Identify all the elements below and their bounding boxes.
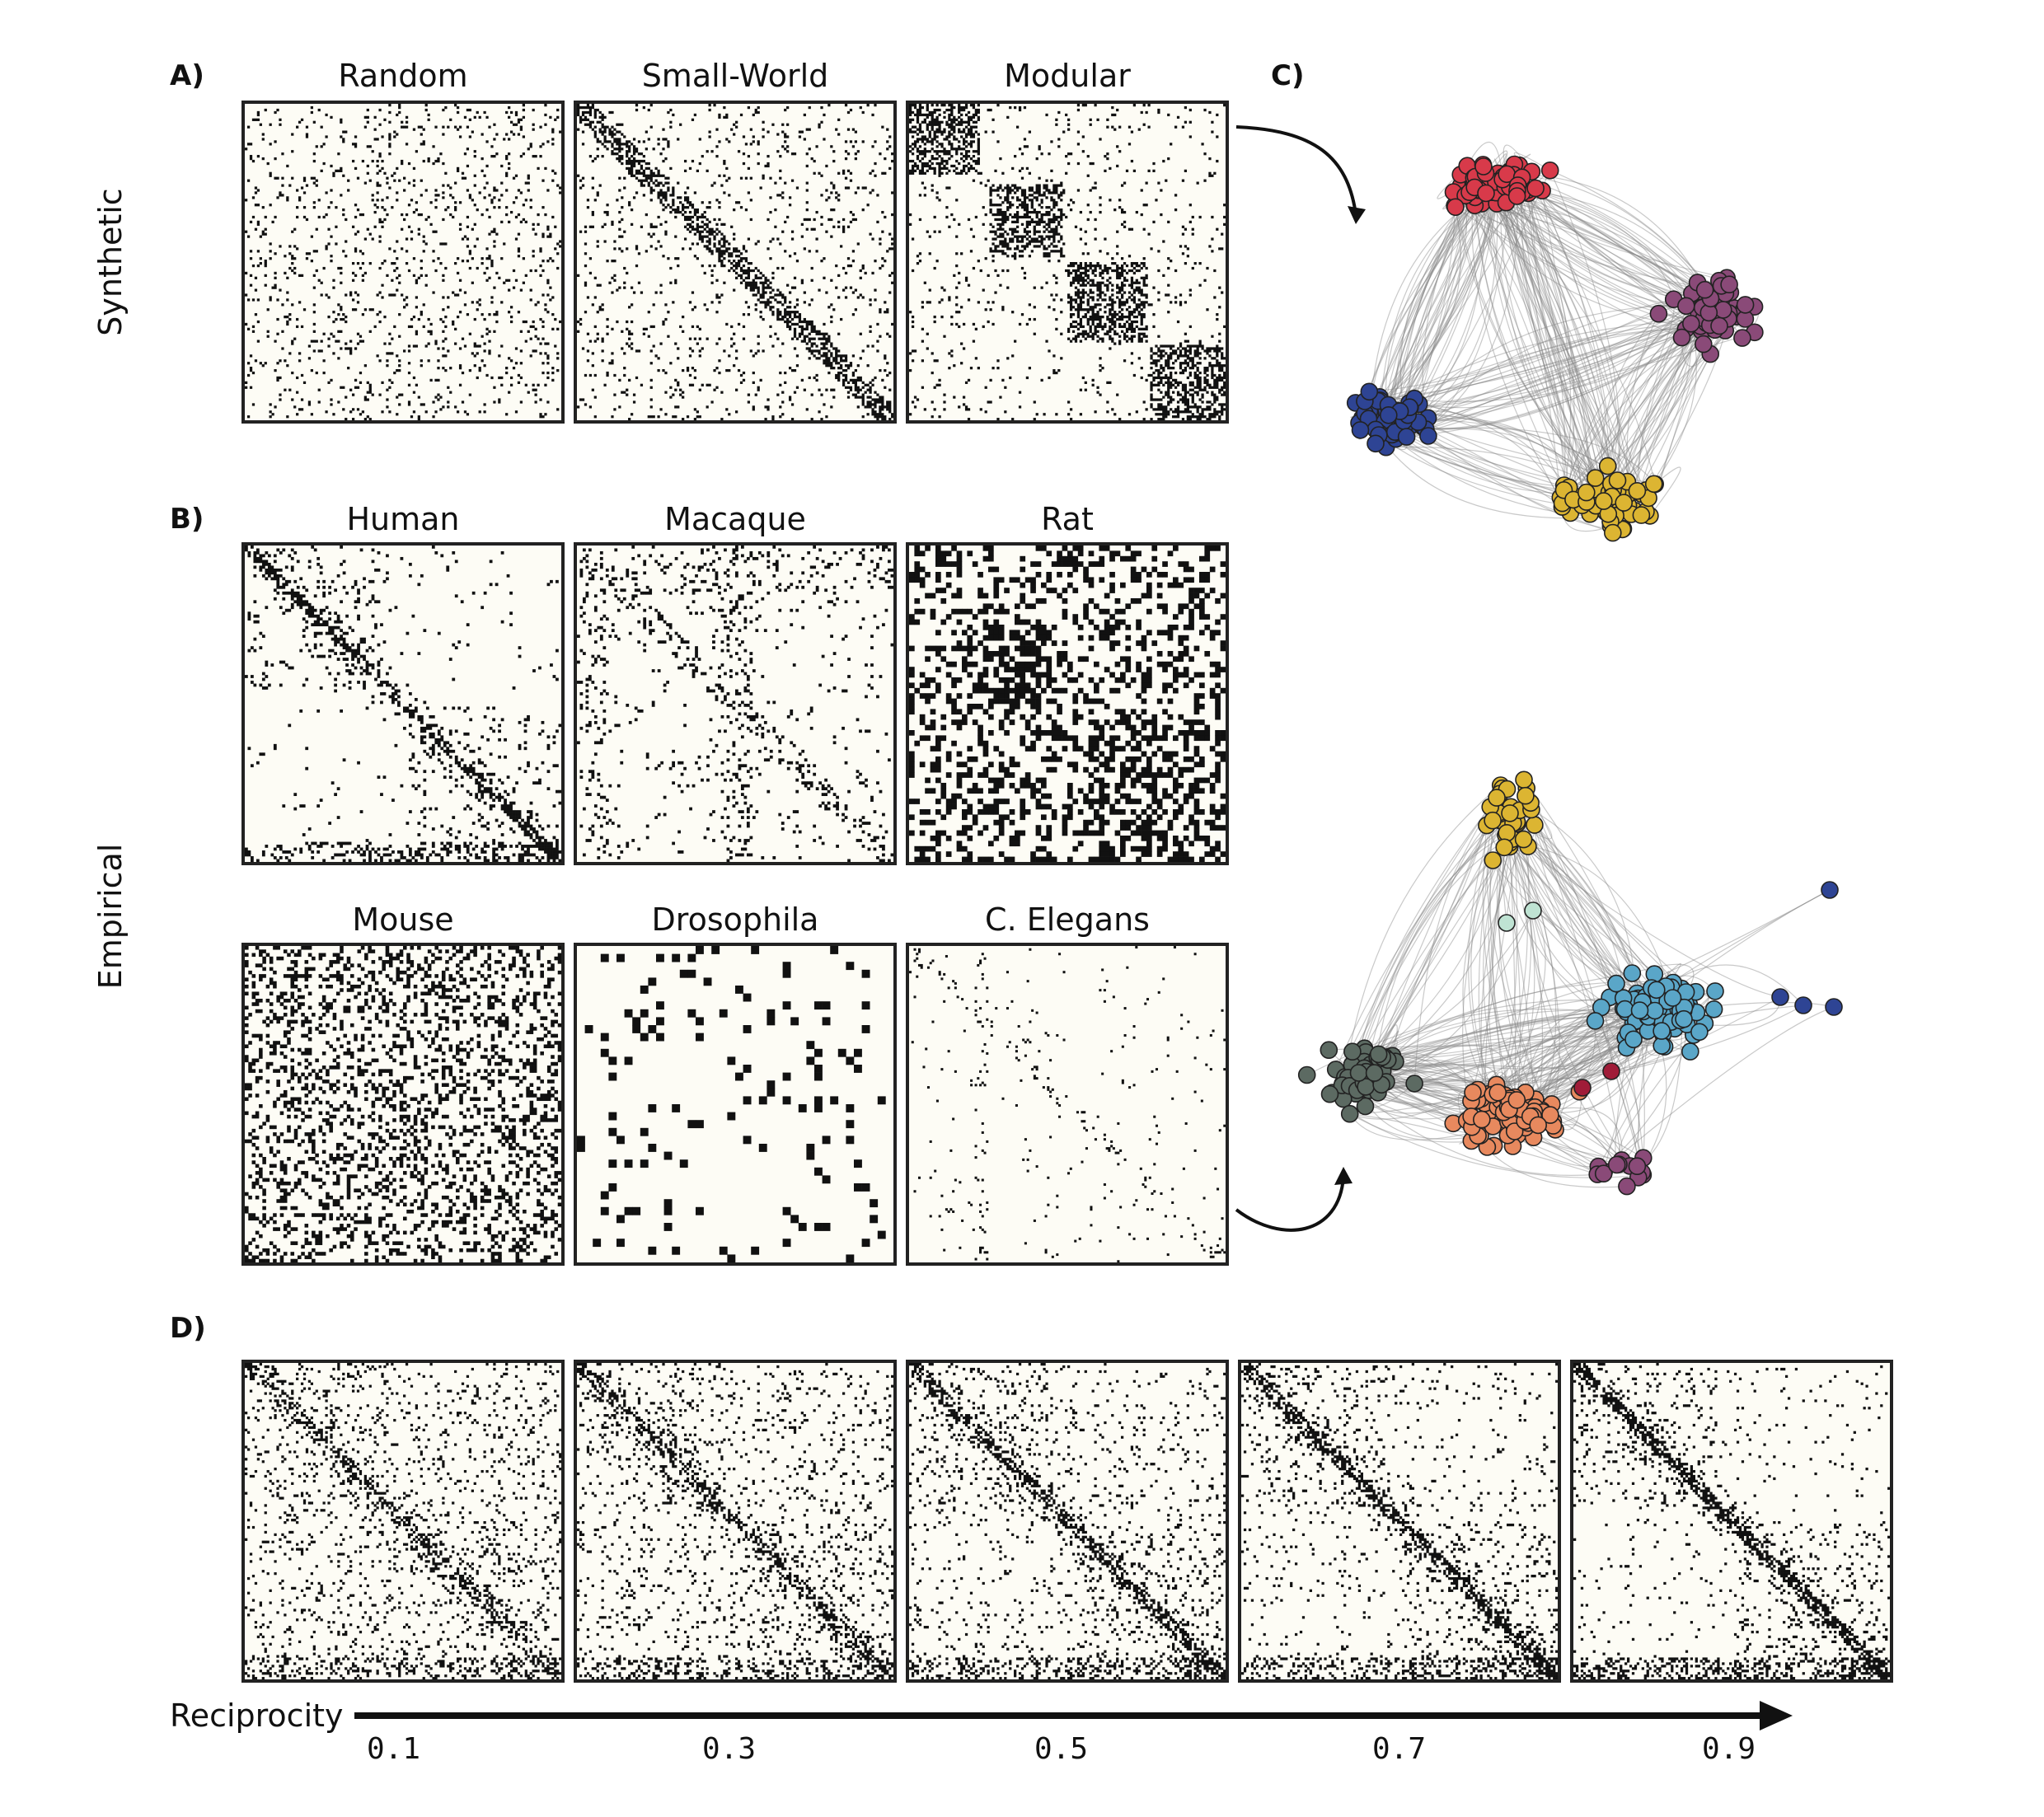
matrix-drosophila xyxy=(574,943,897,1266)
title-macaque: Macaque xyxy=(574,501,897,537)
panel-d-letter: D) xyxy=(170,1312,206,1345)
matrix-reciprocity-0-9-plot xyxy=(1573,1363,1890,1679)
title-human: Human xyxy=(241,501,565,537)
matrix-reciprocity-0-3 xyxy=(574,1360,897,1683)
panel-b-letter: B) xyxy=(170,503,204,536)
matrix-random-plot xyxy=(245,104,561,420)
tick-0-1: 0.1 xyxy=(367,1732,420,1766)
matrix-reciprocity-0-1 xyxy=(241,1360,565,1683)
network-graph-c-elegans xyxy=(1297,770,1843,1196)
matrix-reciprocity-0-3-plot xyxy=(577,1363,893,1679)
matrix-small-world xyxy=(574,101,897,424)
matrix-c-elegans xyxy=(906,943,1229,1266)
matrix-reciprocity-0-7 xyxy=(1238,1360,1561,1683)
arrow-modular-to-graph xyxy=(1235,125,1366,224)
reciprocity-axis-label: Reciprocity xyxy=(170,1698,344,1734)
matrix-reciprocity-0-7-plot xyxy=(1241,1363,1558,1679)
network-graph-modular xyxy=(1346,141,1764,542)
matrix-mouse xyxy=(241,943,565,1266)
tick-0-9: 0.9 xyxy=(1702,1732,1756,1766)
title-random: Random xyxy=(241,58,565,94)
matrix-macaque xyxy=(574,542,897,865)
tick-0-3: 0.3 xyxy=(702,1732,756,1766)
matrix-modular-plot xyxy=(909,104,1226,420)
matrix-macaque-plot xyxy=(577,546,893,862)
matrix-reciprocity-0-1-plot xyxy=(245,1363,561,1679)
matrix-rat xyxy=(906,542,1229,865)
synthetic-row-label: Synthetic xyxy=(92,180,129,344)
panel-c-letter: C) xyxy=(1271,59,1305,92)
matrix-c-elegans-plot xyxy=(909,946,1226,1262)
title-rat: Rat xyxy=(906,501,1229,537)
title-modular: Modular xyxy=(906,58,1229,94)
tick-0-5: 0.5 xyxy=(1034,1732,1088,1766)
title-mouse: Mouse xyxy=(241,901,565,938)
matrix-modular xyxy=(906,101,1229,424)
matrix-reciprocity-0-9 xyxy=(1570,1360,1893,1683)
matrix-random xyxy=(241,101,565,424)
matrix-reciprocity-0-5-plot xyxy=(909,1363,1226,1679)
matrix-human-plot xyxy=(245,546,561,862)
panel-a-letter: A) xyxy=(170,59,204,92)
matrix-human xyxy=(241,542,565,865)
matrix-reciprocity-0-5 xyxy=(906,1360,1229,1683)
matrix-rat-plot xyxy=(909,546,1226,862)
title-small-world: Small-World xyxy=(574,58,897,94)
empirical-row-label: Empirical xyxy=(92,817,129,1015)
reciprocity-arrow xyxy=(354,1701,1793,1730)
title-drosophila: Drosophila xyxy=(574,901,897,938)
title-c-elegans: C. Elegans xyxy=(906,901,1229,938)
tick-0-7: 0.7 xyxy=(1372,1732,1426,1766)
matrix-mouse-plot xyxy=(245,946,561,1262)
matrix-drosophila-plot xyxy=(577,946,886,1262)
matrix-small-world-plot xyxy=(577,104,893,420)
arrow-celegans-to-graph xyxy=(1235,1167,1353,1232)
